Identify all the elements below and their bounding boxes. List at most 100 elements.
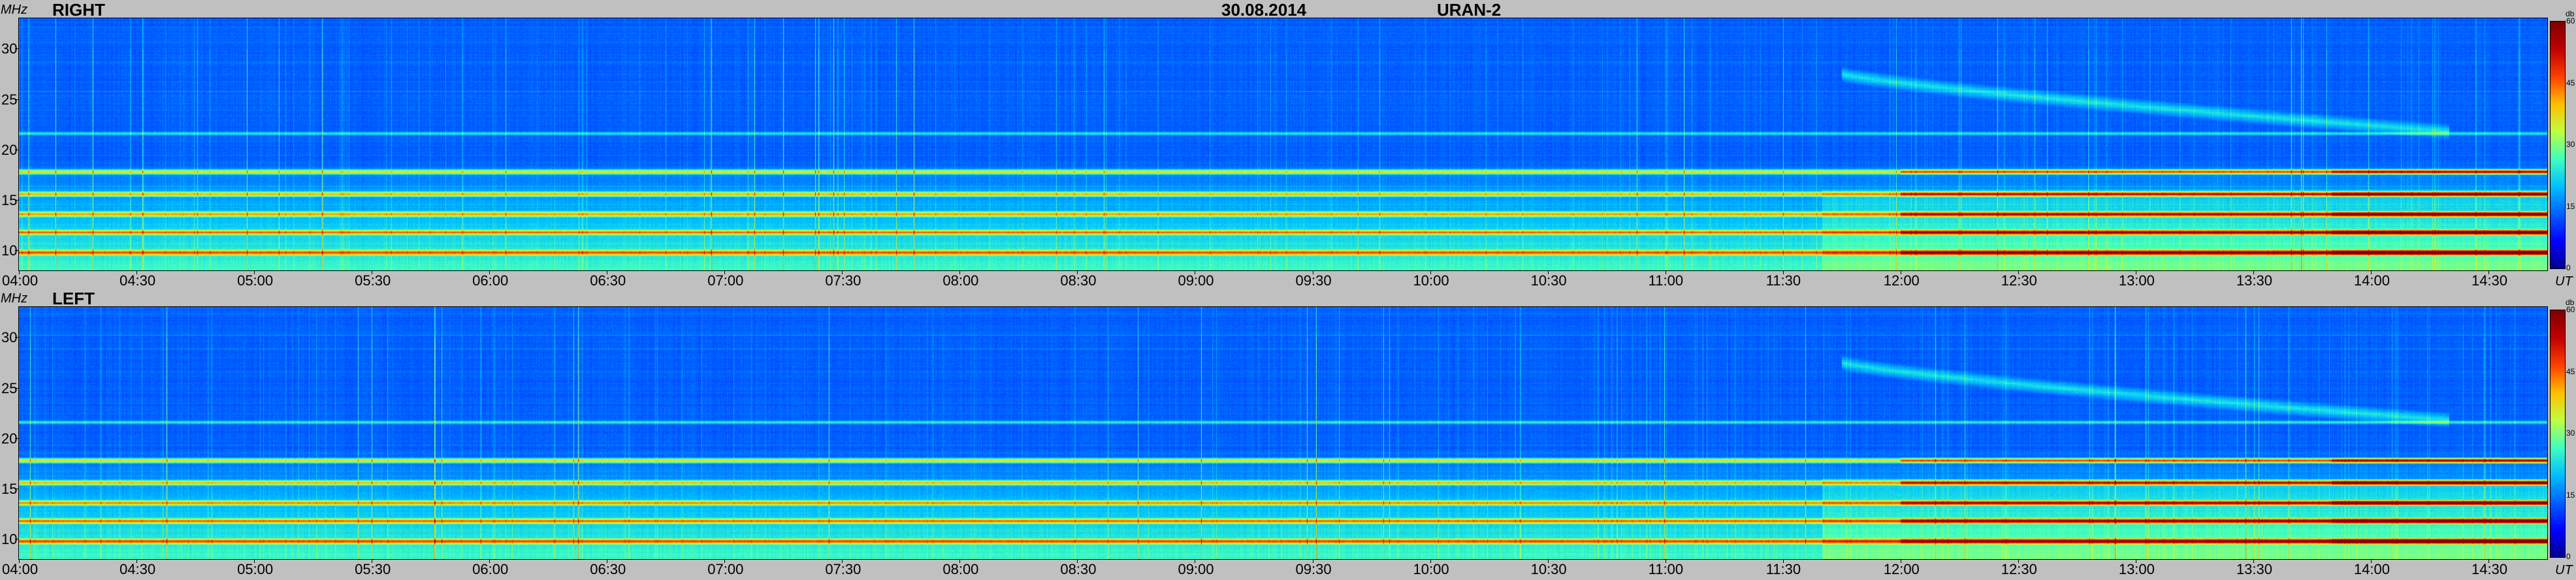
y-tick-label: 20 [1, 141, 18, 158]
x-tick-label: 09:00 [1178, 561, 1214, 577]
colorbar-tick-label: 15 [2566, 201, 2575, 211]
y-tick-mark [15, 250, 19, 251]
x-tick-label: 06:30 [590, 561, 626, 577]
x-tick-mark [2370, 270, 2372, 274]
x-tick-mark [254, 270, 255, 274]
x-tick-label: 11:00 [1648, 272, 1684, 289]
x-tick-mark [1077, 559, 1078, 563]
colorbar-tick-label: 60 [2566, 305, 2575, 314]
x-tick-mark [1782, 559, 1784, 563]
x-tick-mark [19, 270, 20, 274]
x-tick-label: 06:00 [472, 272, 509, 289]
y-tick-label: 30 [1, 40, 18, 57]
x-tick-label: 08:00 [942, 561, 979, 577]
x-tick-mark [2018, 559, 2019, 563]
colorbar [2550, 21, 2566, 269]
y-tick-mark [15, 438, 19, 439]
x-tick-label: 05:00 [237, 272, 274, 289]
x-tick-label: 12:30 [2001, 272, 2037, 289]
x-tick-label: 06:30 [590, 272, 626, 289]
spectrogram-heatmap [19, 307, 2547, 559]
x-tick-mark [1077, 270, 1078, 274]
colorbar-tick-label: 60 [2566, 16, 2575, 25]
station-name: URAN-2 [1437, 0, 1502, 20]
x-tick-label: 09:30 [1295, 561, 1332, 577]
x-tick-mark [1547, 559, 1549, 563]
x-axis-unit: UT [2555, 563, 2573, 577]
x-tick-label: 12:00 [1883, 561, 1920, 577]
x-tick-label: 07:30 [825, 561, 861, 577]
panel-title: RIGHT [52, 0, 105, 20]
x-tick-mark [2488, 559, 2489, 563]
x-tick-label: 10:30 [1530, 561, 1567, 577]
x-tick-label: 05:30 [355, 561, 391, 577]
spectrogram-heatmap [19, 18, 2547, 270]
x-tick-label: 14:30 [2471, 561, 2508, 577]
y-tick-mark [15, 539, 19, 540]
x-tick-mark [1430, 270, 1431, 274]
y-tick-label: 10 [1, 531, 18, 548]
x-tick-label: 08:30 [1060, 272, 1097, 289]
x-tick-label: 12:00 [1883, 272, 1920, 289]
x-tick-mark [1430, 559, 1431, 563]
x-tick-mark [2488, 270, 2489, 274]
colorbar-tick-label: 15 [2566, 490, 2575, 500]
x-tick-label: 13:00 [2118, 272, 2155, 289]
y-tick-label: 20 [1, 430, 18, 447]
x-tick-mark [724, 270, 726, 274]
x-tick-label: 04:00 [2, 272, 39, 289]
x-tick-label: 13:00 [2118, 561, 2155, 577]
x-tick-mark [842, 559, 843, 563]
x-tick-label: 09:00 [1178, 272, 1214, 289]
x-tick-label: 11:30 [1765, 272, 1801, 289]
x-tick-label: 09:30 [1295, 272, 1332, 289]
x-tick-label: 10:30 [1530, 272, 1567, 289]
x-tick-mark [19, 559, 20, 563]
y-tick-mark [15, 99, 19, 100]
x-tick-label: 14:00 [2353, 561, 2390, 577]
y-tick-mark [15, 387, 19, 389]
plot-frame [18, 306, 2548, 560]
x-tick-label: 14:00 [2353, 272, 2390, 289]
x-tick-label: 07:00 [707, 561, 744, 577]
x-tick-mark [2018, 270, 2019, 274]
x-tick-mark [724, 559, 726, 563]
x-tick-label: 13:30 [2236, 561, 2272, 577]
x-tick-mark [2253, 559, 2254, 563]
x-tick-mark [2370, 559, 2372, 563]
y-tick-label: 25 [1, 91, 18, 108]
colorbar-tick-label: 45 [2566, 78, 2575, 88]
colorbar [2550, 310, 2566, 558]
x-tick-mark [959, 270, 961, 274]
x-tick-label: 08:30 [1060, 561, 1097, 577]
colorbar-tick-label: 0 [2566, 552, 2571, 561]
x-tick-label: 11:00 [1648, 561, 1684, 577]
x-tick-mark [959, 559, 961, 563]
x-tick-mark [489, 270, 491, 274]
y-tick-label: 30 [1, 329, 18, 346]
x-tick-label: 05:00 [237, 561, 274, 577]
x-tick-mark [489, 559, 491, 563]
x-tick-label: 07:30 [825, 272, 861, 289]
x-tick-label: 12:30 [2001, 561, 2037, 577]
x-tick-label: 04:30 [120, 272, 156, 289]
x-tick-label: 04:30 [120, 561, 156, 577]
y-tick-label: 25 [1, 379, 18, 396]
x-tick-label: 06:00 [472, 561, 509, 577]
x-tick-mark [2253, 270, 2254, 274]
y-axis-unit: MHz [1, 291, 28, 306]
x-tick-label: 14:30 [2471, 272, 2508, 289]
x-tick-label: 10:00 [1413, 272, 1449, 289]
y-tick-mark [15, 199, 19, 201]
y-tick-label: 10 [1, 242, 18, 259]
x-tick-label: 13:30 [2236, 272, 2272, 289]
y-axis-unit: MHz [1, 3, 28, 17]
y-tick-mark [15, 48, 19, 50]
x-tick-label: 11:30 [1765, 561, 1801, 577]
figure-date: 30.08.2014 [1221, 0, 1307, 20]
x-tick-label: 10:00 [1413, 561, 1449, 577]
x-tick-mark [254, 559, 255, 563]
plot-frame [18, 18, 2548, 271]
colorbar-unit: db [2566, 298, 2575, 307]
colorbar-tick-label: 0 [2566, 263, 2571, 272]
